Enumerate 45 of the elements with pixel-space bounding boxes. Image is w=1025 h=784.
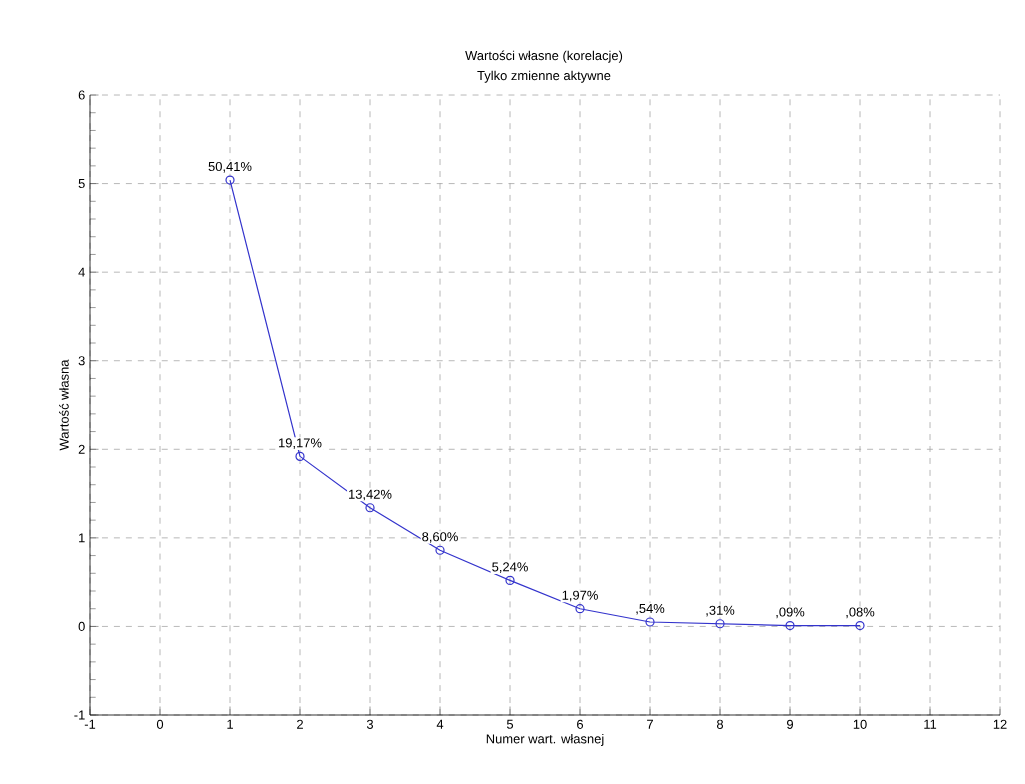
annotation: 8,60% [422, 532, 458, 543]
point [855, 620, 865, 631]
y-tick-label: -1 [74, 710, 85, 720]
x-tick-label: 2 [297, 719, 303, 729]
point [785, 620, 795, 631]
y-tick-label: 6 [78, 90, 85, 100]
chart-title: Wartości własne (korelacje) [465, 50, 623, 63]
x-tick-label: 3 [366, 719, 374, 729]
y-tick-label: 4 [78, 267, 85, 277]
x-tick-label: 8 [716, 719, 724, 729]
x-tick-label: 4 [436, 719, 444, 729]
point [645, 617, 655, 627]
y-tick-label: 0 [78, 621, 85, 632]
annotation: ,09% [776, 607, 805, 619]
x-tick-label: 7 [647, 719, 653, 729]
y-tick-label: 2 [78, 444, 85, 454]
annotation: 19,17% [279, 438, 322, 449]
x-tick-label: 1 [227, 719, 233, 729]
annotation: 1,97% [562, 590, 598, 602]
y-axis-title: Wartość własna [59, 359, 69, 451]
x-tick-label: 12 [993, 719, 1007, 729]
y-tick-label: 3 [78, 356, 85, 366]
annotation: 13,42% [349, 489, 392, 501]
point [295, 451, 305, 461]
point [575, 604, 585, 614]
x-tick-label: 0 [156, 719, 164, 729]
x-tick-label: 11 [924, 719, 937, 729]
y-tick-label: 5 [78, 179, 85, 189]
x-tick-label: 5 [506, 719, 514, 729]
annotation: ,31% [706, 605, 735, 617]
annotation: 50,41% [208, 161, 252, 173]
point [365, 503, 375, 513]
x-tick-label: 9 [787, 719, 794, 729]
annotation: ,08% [846, 607, 875, 619]
point [505, 575, 515, 585]
point [225, 175, 235, 185]
annotation: 5,24% [492, 562, 528, 573]
x-axis-title: Numer wart. własnej [486, 733, 604, 746]
chart-subtitle: Tylko zmienne aktywne [477, 70, 611, 83]
x-tick-label: 6 [577, 719, 584, 729]
point [435, 545, 445, 555]
point [715, 619, 725, 629]
y-tick-label: 1 [79, 533, 85, 543]
annotation: ,54% [636, 603, 665, 615]
x-tick-label: 10 [853, 719, 867, 729]
